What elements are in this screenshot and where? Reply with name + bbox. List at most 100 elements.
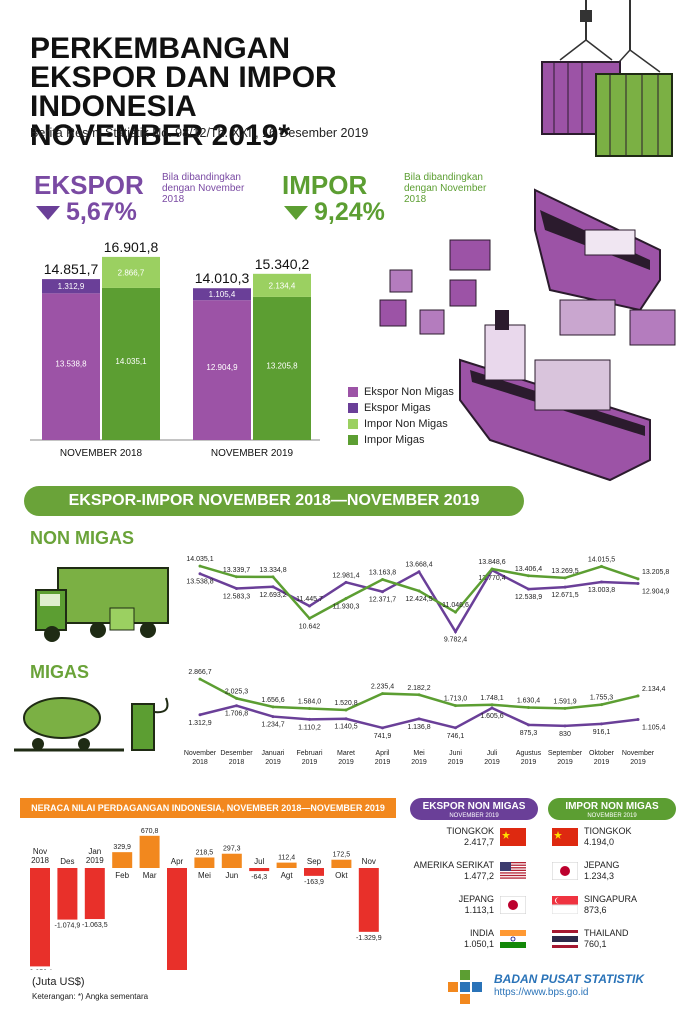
neraca-category-label: Nov — [362, 857, 376, 866]
ekspor-point — [490, 706, 494, 710]
impor-non-migas-bar — [102, 287, 160, 440]
tanker-fuel-illustration — [14, 697, 169, 752]
bar-total-label: 16.901,8 — [104, 239, 159, 255]
ekspor-non-migas-bar — [42, 293, 100, 440]
legend-item: Impor Migas — [348, 432, 454, 448]
point-value-label: 13.668,4 — [405, 562, 432, 569]
point-value-label: 2.866,7 — [188, 669, 211, 676]
point-value-label: 1.713,0 — [444, 696, 467, 703]
title-line: NOVEMBER 2019* — [30, 119, 291, 152]
impor-point — [527, 705, 530, 709]
india-flag-icon — [500, 930, 526, 948]
bar-value-label: 13.205,8 — [266, 361, 298, 370]
x-tick-label: September — [548, 750, 583, 757]
non-migas-label: NON MIGAS — [30, 528, 135, 548]
country-name: TIONGKOK — [584, 826, 632, 836]
point-value-label: 13.205,8 — [642, 569, 669, 576]
neraca-bar — [84, 868, 105, 920]
page-title: PERKEMBANGAN EKSPOR DAN IMPOR INDONESIA … — [30, 32, 450, 152]
neraca-value-label: 329,9 — [113, 844, 131, 851]
neraca-value-label: -1.074,9 — [55, 923, 81, 930]
ekspor-change: 5,67% — [66, 198, 137, 226]
neraca-category-label: Feb — [115, 871, 129, 880]
point-value-label: 1.755,3 — [590, 695, 613, 702]
country-value: 4.194,0 — [584, 837, 615, 847]
impor-point — [454, 704, 457, 708]
x-tick-label: Mei — [413, 750, 425, 757]
country-row: SINGAPURA 873,6 — [548, 892, 678, 922]
bar-value-label: 13.538,8 — [55, 360, 87, 369]
japan-flag-icon — [500, 896, 526, 914]
legend-item: Ekspor Non Migas — [348, 384, 454, 400]
x-tick-label: 2019 — [448, 759, 464, 766]
china-flag-icon — [500, 828, 526, 846]
x-tick-label: Juli — [487, 750, 498, 757]
neraca-bar — [304, 868, 324, 876]
country-entry: SINGAPURA 873,6 — [584, 894, 637, 916]
x-tick-label: Januari — [262, 750, 285, 757]
neraca-bar — [276, 862, 297, 868]
country-entry: TIONGKOK 4.194,0 — [584, 826, 632, 848]
country-value: 1.113,1 — [464, 905, 494, 915]
point-value-label: 12.583,3 — [223, 593, 250, 600]
x-tick-label: Desember — [220, 750, 253, 757]
neraca-value-label: -2.050,1 — [27, 969, 53, 970]
ekspor-migas-bar — [193, 288, 251, 301]
ekspor-point — [344, 580, 348, 584]
x-tick-label: 2018 — [229, 759, 245, 766]
point-value-label: 1.656,6 — [261, 697, 284, 704]
truck-illustration — [35, 567, 169, 642]
neraca-title: NERACA NILAI PERDAGANGAN INDONESIA, NOVE… — [20, 798, 396, 818]
point-value-label: 2.025,3 — [225, 688, 248, 695]
category-label: NOVEMBER 2019 — [211, 448, 294, 459]
impor-point — [198, 677, 202, 681]
neraca-value-label: -163,9 — [304, 879, 324, 886]
cargo-ship-illustration — [379, 188, 676, 482]
x-tick-label: Juni — [449, 750, 462, 757]
neraca-bar — [249, 868, 270, 872]
bar-total-label: 14.010,3 — [195, 270, 250, 286]
legend-item: Ekspor Migas — [348, 400, 454, 416]
page-subtitle: Berita Resmi Statistik No. 98/12/Th. XXI… — [30, 126, 369, 140]
point-value-label: 746,1 — [447, 733, 465, 740]
point-value-label: 12.904,9 — [642, 589, 669, 596]
impor-point — [344, 597, 348, 601]
point-value-label: 13.848,6 — [478, 559, 505, 566]
x-tick-label: Oktober — [589, 750, 615, 757]
ekspor-point — [235, 586, 238, 590]
top-ekspor-pill: EKSPOR NON MIGAS NOVEMBER 2019 — [410, 798, 538, 820]
org-url[interactable]: https://www.bps.go.id — [494, 987, 589, 998]
impor-compare-note: Bila dibandingkan dengan November 2018 — [404, 172, 487, 205]
point-value-label: 13.163,8 — [369, 570, 396, 577]
x-tick-label: 2019 — [265, 759, 281, 766]
ekspor-compare-note: Bila dibandingkan dengan November 2018 — [162, 172, 245, 205]
thailand-flag-icon — [552, 930, 578, 948]
ekspor-point — [271, 715, 275, 719]
country-name: THAILAND — [584, 928, 629, 938]
legend-swatch — [348, 419, 358, 429]
ekspor-point — [308, 604, 311, 608]
x-tick-label: 2018 — [192, 759, 208, 766]
legend: Ekspor Non Migas Ekspor Migas Impor Non … — [348, 384, 454, 448]
legend-item: Impor Non Migas — [348, 416, 454, 432]
impor-change: 9,24% — [314, 198, 385, 226]
bar-value-label: 12.904,9 — [206, 363, 238, 372]
neraca-bar — [57, 868, 78, 920]
country-name: SINGAPURA — [584, 894, 638, 904]
point-value-label: 2.134,4 — [642, 686, 665, 693]
ekspor-non-migas-bar — [193, 300, 251, 440]
point-value-label: 1.591,9 — [553, 698, 576, 705]
ekspor-point — [636, 582, 640, 586]
x-tick-label: 2019 — [521, 759, 537, 766]
country-name: INDIA — [469, 928, 494, 938]
point-value-label: 12.671,5 — [551, 592, 578, 599]
title-line: PERKEMBANGAN — [30, 32, 291, 65]
stacked-bar-chart: 13.538,8 1.312,9 14.851,7 14.035,1 2.866,7 16… — [30, 239, 320, 459]
ekspor-point — [417, 717, 421, 721]
impor-point — [381, 578, 384, 582]
point-value-label: 10.642 — [299, 623, 321, 630]
neraca-value-label: -64,3 — [251, 874, 267, 881]
country-entry: TIONGKOK 2.417,7 — [446, 826, 494, 848]
ekspor-point — [417, 570, 421, 574]
ekspor-point — [563, 724, 567, 728]
